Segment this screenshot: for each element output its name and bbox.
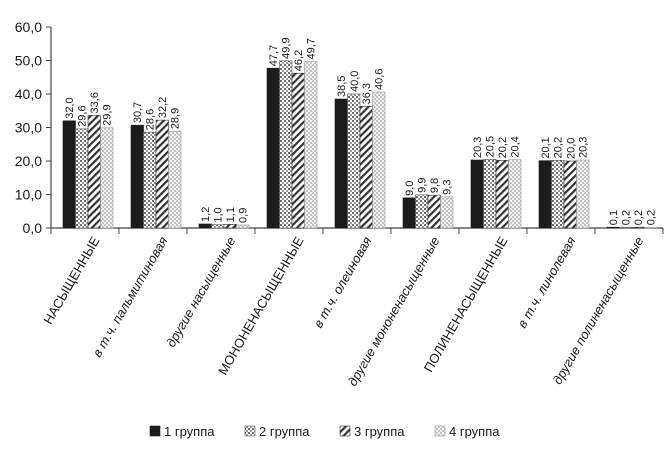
bar xyxy=(619,226,633,229)
bar xyxy=(538,160,552,229)
bar xyxy=(402,197,416,229)
legend-swatch xyxy=(149,425,161,437)
value-label: 0,1 xyxy=(608,210,620,225)
bar xyxy=(279,60,293,229)
y-tick-label: 10,0 xyxy=(15,187,42,203)
value-label: 28,9 xyxy=(170,108,182,129)
bar xyxy=(631,226,645,229)
bar xyxy=(236,224,250,229)
bar xyxy=(644,226,658,229)
legend-label: 1 группа xyxy=(164,424,215,439)
y-tick-label: 40,0 xyxy=(15,86,42,102)
bar xyxy=(347,93,361,229)
y-tick-label: 50,0 xyxy=(15,53,42,69)
value-label: 49,9 xyxy=(281,37,293,58)
bar xyxy=(155,119,169,229)
bar xyxy=(62,120,76,229)
bar xyxy=(495,160,509,229)
value-label: 9,9 xyxy=(417,178,429,193)
bars xyxy=(62,60,658,229)
bar xyxy=(440,196,454,229)
bar xyxy=(87,115,101,229)
bar xyxy=(266,67,280,229)
bar xyxy=(576,159,590,229)
bar xyxy=(168,130,182,229)
value-label: 29,6 xyxy=(77,105,89,126)
bar xyxy=(606,226,620,229)
value-label: 33,6 xyxy=(89,92,101,113)
value-label: 20,1 xyxy=(540,137,552,158)
bar xyxy=(563,160,577,229)
value-label: 20,3 xyxy=(578,137,590,158)
value-label: 0,9 xyxy=(238,208,250,223)
value-label: 46,2 xyxy=(293,50,305,71)
value-label: 1,1 xyxy=(225,207,237,222)
value-label: 9,3 xyxy=(442,180,454,195)
value-label: 29,9 xyxy=(102,104,114,125)
y-tick-label: 60,0 xyxy=(15,19,42,35)
bar xyxy=(100,127,114,229)
value-label: 28,6 xyxy=(145,109,157,130)
category-label: НАСЫЩЕННЫЕ xyxy=(40,234,102,327)
y-tick-label: 20,0 xyxy=(15,153,42,169)
bar xyxy=(223,224,237,229)
value-label: 9,0 xyxy=(404,181,416,196)
legend-swatch xyxy=(339,425,351,437)
value-label: 30,7 xyxy=(132,102,144,123)
value-label: 0,2 xyxy=(621,210,633,225)
legend-label: 3 группа xyxy=(354,424,405,439)
value-label: 1,2 xyxy=(200,207,212,222)
value-label: 9,8 xyxy=(429,178,441,193)
bar xyxy=(75,128,89,229)
category-label: в т.ч. линолевая xyxy=(514,234,578,330)
category-label: другие насыщенные xyxy=(163,234,238,350)
bar xyxy=(359,106,373,229)
value-labels: 32,0 29,633,629,9 30,7 28,632,228,9 1,2 1,0 1,… xyxy=(64,37,658,225)
category-label: в т.ч. пальмитиновая xyxy=(89,234,170,360)
bar xyxy=(470,159,484,229)
value-label: 0,2 xyxy=(646,210,658,225)
y-tick-label: 30,0 xyxy=(15,120,42,136)
value-label: 20,2 xyxy=(553,137,565,158)
bar xyxy=(143,131,157,229)
value-label: 0,2 xyxy=(633,210,645,225)
value-label: 40,0 xyxy=(349,71,361,92)
value-label: 20,4 xyxy=(510,136,522,157)
category-label: в т.ч. олеиновая xyxy=(310,234,374,330)
value-label: 20,0 xyxy=(565,138,577,159)
bar xyxy=(291,72,305,229)
value-label: 49,7 xyxy=(306,38,318,59)
legend-swatch xyxy=(434,425,446,437)
legend-swatch xyxy=(244,425,256,437)
value-label: 47,7 xyxy=(268,45,280,66)
bar xyxy=(372,91,386,229)
value-label: 1,0 xyxy=(213,207,225,222)
value-label: 32,2 xyxy=(157,97,169,118)
value-label: 36,3 xyxy=(361,83,373,104)
value-label: 32,0 xyxy=(64,97,76,118)
bar xyxy=(483,159,497,229)
bar xyxy=(130,124,144,229)
value-label: 20,2 xyxy=(497,137,509,158)
bar xyxy=(304,61,318,229)
bar xyxy=(427,194,441,229)
legend: 1 группа 2 группа 3 группа 4 группа xyxy=(149,424,500,439)
bar xyxy=(334,98,348,229)
value-label: 20,5 xyxy=(485,136,497,157)
bar xyxy=(211,224,225,229)
value-label: 40,6 xyxy=(374,69,386,90)
legend-label: 2 группа xyxy=(259,424,310,439)
bar xyxy=(508,159,522,229)
legend-label: 4 группа xyxy=(449,424,500,439)
bar xyxy=(415,194,429,229)
value-label: 38,5 xyxy=(336,76,348,97)
y-tick-label: 0,0 xyxy=(23,220,43,236)
value-label: 20,3 xyxy=(472,137,484,158)
bar xyxy=(551,160,565,229)
bar xyxy=(198,223,212,229)
